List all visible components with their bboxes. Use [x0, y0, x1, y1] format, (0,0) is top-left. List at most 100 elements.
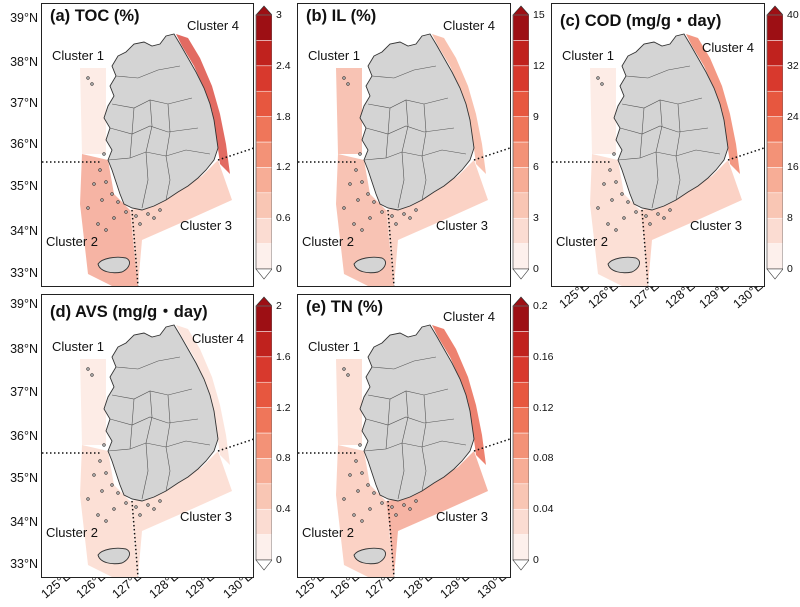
colorbar-graphic	[766, 5, 783, 280]
island-dot	[342, 497, 346, 501]
colorbar-segment	[512, 243, 529, 270]
island-dot	[602, 182, 606, 186]
island-dot	[352, 222, 356, 226]
island-dot	[620, 192, 624, 196]
colorbar-tick-label: 8	[787, 212, 793, 225]
colorbar-tick-label: 0	[276, 263, 282, 275]
colorbar-segment	[255, 483, 272, 510]
island-dot	[90, 373, 94, 377]
colorbar-graphic	[512, 296, 529, 571]
colorbar-segment	[255, 14, 272, 41]
cluster-4-region	[176, 34, 230, 174]
colorbar-tick-label: 2	[276, 300, 282, 312]
colorbar-tick-label: 0.6	[276, 212, 291, 225]
lat-label-39-bottom: 39°N	[10, 297, 38, 311]
colorbar-graphic	[512, 5, 529, 280]
island-dot	[100, 198, 104, 202]
cluster-1-region	[80, 68, 106, 154]
province-boundary	[397, 390, 409, 500]
island-dot	[354, 459, 358, 463]
cluster-2-region	[590, 154, 648, 286]
colorbar-segment	[766, 65, 783, 92]
province-boundary	[141, 390, 153, 500]
island-dot	[138, 222, 142, 226]
colorbar-segment	[512, 305, 529, 332]
panel-c-cod: (c) COD (mg/g・day) Cluster 1 Cluster 2 C…	[551, 3, 765, 287]
island-dot	[644, 214, 648, 218]
colorbar-tick-label: 0.04	[533, 503, 554, 516]
island-dot	[626, 200, 630, 204]
map-c	[552, 33, 764, 286]
island-dot	[600, 82, 604, 86]
colorbar-segment	[512, 217, 529, 244]
colorbar-segment	[766, 167, 783, 194]
province-boundary	[365, 416, 455, 426]
island-dot	[98, 459, 102, 463]
cluster-3-label: Cluster 3	[180, 218, 233, 233]
island-dot	[124, 210, 128, 214]
cluster-2-region	[80, 445, 138, 577]
colorbar-segment	[766, 90, 783, 117]
colorbar-tick-label: 0	[276, 554, 282, 566]
island-dot	[104, 519, 108, 523]
colorbar-segment	[255, 192, 272, 219]
island-dot	[86, 206, 90, 210]
island-dot	[96, 513, 100, 517]
island-dot	[138, 513, 142, 517]
colorbar-tick-label: 32	[787, 59, 799, 72]
colorbar-segment	[766, 116, 783, 143]
colorbar-graphic	[255, 5, 272, 280]
province-boundary	[625, 65, 691, 79]
colorbar-tick-label: 3	[276, 9, 282, 21]
province-boundary	[639, 107, 645, 159]
colorbar-tick-label: 9	[533, 110, 539, 123]
colorbar-segment	[512, 40, 529, 67]
cluster-4-region	[432, 34, 486, 174]
cluster-3-region	[130, 451, 232, 577]
island-dot	[656, 212, 660, 216]
map-b	[298, 33, 510, 286]
colorbar-segment	[255, 432, 272, 459]
cluster-1-label: Cluster 1	[52, 48, 105, 63]
colorbar-segment	[255, 331, 272, 358]
divider-line-south	[131, 209, 139, 286]
colorbar-segment	[766, 14, 783, 41]
colorbar-tick-label: 0	[533, 554, 539, 566]
jeju-island	[97, 547, 130, 565]
colorbar-segment	[255, 167, 272, 194]
island-dot	[100, 489, 104, 493]
cluster-4-label: Cluster 4	[187, 18, 240, 33]
island-dot	[394, 513, 398, 517]
lat-label-39: 39°N	[10, 11, 38, 25]
province-boundary	[619, 125, 709, 135]
colorbar-c: 0 8 16 24 32 40	[765, 3, 799, 285]
colorbar-segment	[512, 116, 529, 143]
province-boundary	[115, 356, 181, 370]
colorbar-segment	[766, 192, 783, 219]
colorbar-segment	[512, 458, 529, 485]
island-dot	[152, 507, 156, 511]
colorbar-tick-label: 3	[533, 212, 539, 225]
colorbar-segment	[255, 356, 272, 383]
island-dot	[90, 82, 94, 86]
colorbar-segment	[255, 217, 272, 244]
colorbar-segment	[512, 483, 529, 510]
colorbar-top-arrow	[512, 5, 529, 16]
island-dot	[352, 513, 356, 517]
island-dot	[610, 198, 614, 202]
island-dot	[358, 152, 362, 156]
province-boundary	[675, 103, 681, 201]
island-dot	[112, 507, 116, 511]
colorbar-graphic	[255, 296, 272, 571]
cluster-2-label: Cluster 2	[302, 525, 355, 540]
colorbar-top-arrow	[255, 296, 272, 307]
colorbar-segment	[766, 40, 783, 67]
island-dot	[354, 168, 358, 172]
cluster-2-label: Cluster 2	[556, 234, 609, 249]
island-dot	[414, 499, 418, 503]
jeju-island	[353, 547, 386, 565]
island-dot	[622, 216, 626, 220]
island-dot	[146, 503, 150, 507]
island-dot	[158, 499, 162, 503]
lat-label-37: 37°N	[10, 96, 38, 110]
